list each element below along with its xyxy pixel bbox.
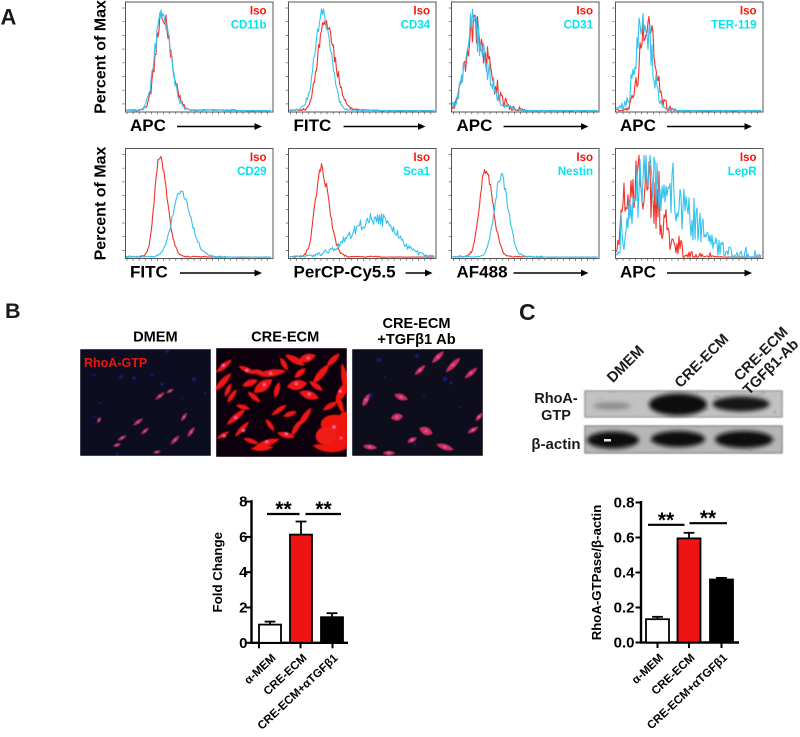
svg-text:RhoA-GTP: RhoA-GTP xyxy=(84,356,147,370)
svg-text:0.8: 0.8 xyxy=(614,495,635,512)
svg-text:Sca1: Sca1 xyxy=(403,166,430,178)
svg-text:AF488: AF488 xyxy=(457,263,508,282)
svg-text:4: 4 xyxy=(239,564,248,581)
svg-text:TER-119: TER-119 xyxy=(711,20,756,32)
svg-text:+TGFβ1 Ab: +TGFβ1 Ab xyxy=(377,332,455,348)
svg-text:Percent of Max: Percent of Max xyxy=(93,146,110,260)
svg-text:0.6: 0.6 xyxy=(614,530,635,547)
svg-text:Nestin: Nestin xyxy=(558,166,593,178)
svg-text:C: C xyxy=(519,299,536,325)
svg-text:0.0: 0.0 xyxy=(614,635,635,652)
svg-text:PerCP-Cy5.5: PerCP-Cy5.5 xyxy=(294,263,396,282)
svg-text:APC: APC xyxy=(620,263,656,282)
svg-text:**: ** xyxy=(275,498,292,521)
svg-text:GTP: GTP xyxy=(541,408,571,424)
svg-text:0.4: 0.4 xyxy=(614,565,636,582)
svg-text:APC: APC xyxy=(457,116,493,135)
svg-text:DMEM: DMEM xyxy=(133,329,178,345)
svg-text:APC: APC xyxy=(620,116,656,135)
svg-text:A: A xyxy=(1,5,17,30)
svg-text:FITC: FITC xyxy=(130,263,168,282)
svg-text:CD29: CD29 xyxy=(237,166,266,178)
svg-text:RhoA-GTPase/β-actin: RhoA-GTPase/β-actin xyxy=(589,505,604,641)
svg-text:Iso: Iso xyxy=(740,6,757,18)
svg-text:0.2: 0.2 xyxy=(614,600,635,617)
svg-text:8: 8 xyxy=(239,494,247,511)
svg-text:CRE-ECM: CRE-ECM xyxy=(251,329,319,345)
svg-text:B: B xyxy=(5,299,21,323)
svg-text:FITC: FITC xyxy=(294,116,332,135)
svg-text:β-actin: β-actin xyxy=(531,436,580,453)
svg-text:6: 6 xyxy=(239,529,247,546)
svg-text:LepR: LepR xyxy=(728,166,757,178)
svg-text:CD34: CD34 xyxy=(401,20,431,32)
svg-text:Percent of Max: Percent of Max xyxy=(93,0,110,114)
svg-text:**: ** xyxy=(700,507,717,530)
svg-text:Iso: Iso xyxy=(413,152,430,164)
svg-text:Fold Change: Fold Change xyxy=(210,532,225,613)
svg-text:CD31: CD31 xyxy=(564,20,594,32)
svg-text:Iso: Iso xyxy=(576,152,593,164)
svg-text:**: ** xyxy=(315,498,332,521)
svg-text:Iso: Iso xyxy=(250,6,267,18)
svg-text:RhoA-: RhoA- xyxy=(534,391,578,407)
svg-text:2: 2 xyxy=(239,600,247,617)
svg-text:0: 0 xyxy=(239,635,247,652)
svg-text:Iso: Iso xyxy=(413,6,430,18)
svg-text:Iso: Iso xyxy=(740,152,757,164)
svg-text:APC: APC xyxy=(130,116,166,135)
svg-text:**: ** xyxy=(658,509,675,532)
svg-text:CRE-ECM: CRE-ECM xyxy=(382,316,450,332)
svg-text:CD11b: CD11b xyxy=(231,20,267,32)
svg-text:Iso: Iso xyxy=(250,152,267,164)
svg-text:Iso: Iso xyxy=(576,6,593,18)
